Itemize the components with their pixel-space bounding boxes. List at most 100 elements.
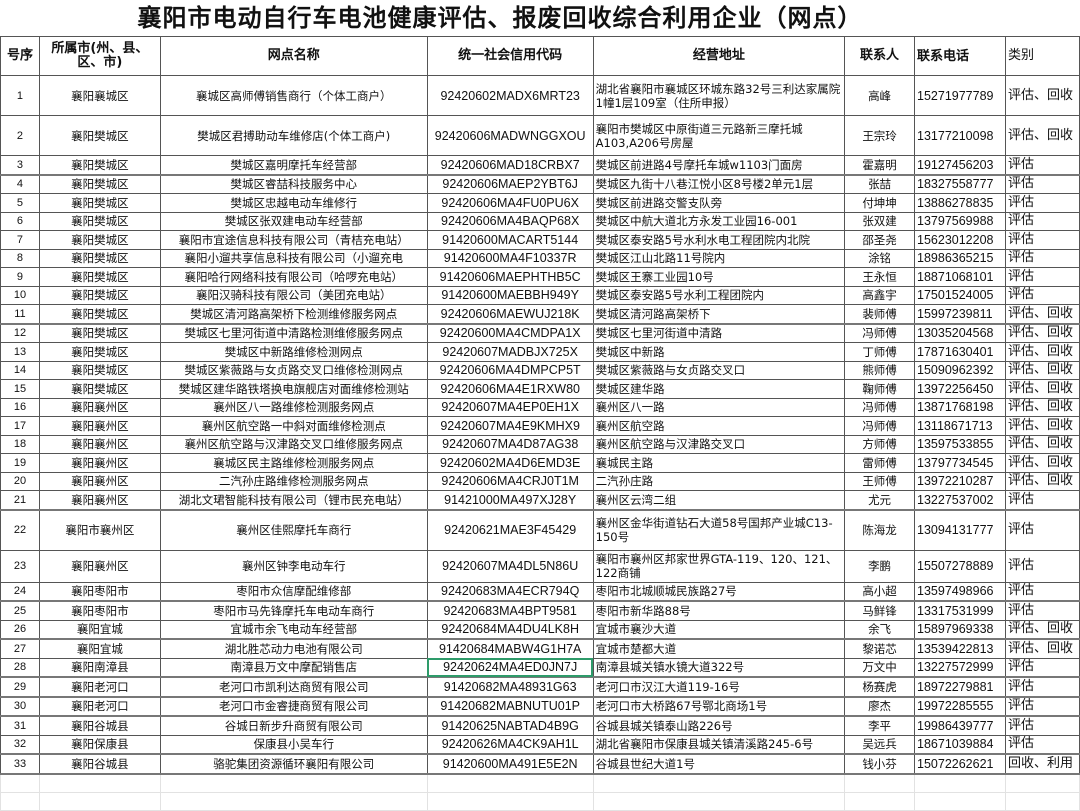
category-cell[interactable]: 评估、回收 <box>1004 360 1080 380</box>
address-cell[interactable]: 襄州区八一路 <box>592 397 846 417</box>
phone-cell[interactable]: 15507278889 <box>914 549 1006 583</box>
name-cell[interactable]: 枣阳市众信摩配维修部 <box>159 581 428 602</box>
header-address[interactable]: 经营地址 <box>592 36 846 76</box>
address-cell[interactable]: 樊城区中新路 <box>592 342 846 362</box>
contact-cell[interactable]: 黎诺芯 <box>844 638 916 659</box>
row-index[interactable]: 4 <box>0 174 40 194</box>
address-cell[interactable]: 襄阳市樊城区中原街道三元路新三摩托城A103,A206号房屋 <box>592 115 846 156</box>
name-cell[interactable]: 襄州区航空路与汉津路交叉口维修服务网点 <box>159 434 428 454</box>
credit-code-cell[interactable]: 92420624MA4ED0JN7J <box>426 657 594 678</box>
address-cell[interactable]: 襄州区航空路 <box>592 416 846 436</box>
district-cell[interactable]: 襄阳枣阳市 <box>38 600 161 621</box>
phone-cell[interactable]: 18871068101 <box>914 267 1006 287</box>
credit-code-cell[interactable]: 92420602MA4D6EMD3E <box>426 453 594 473</box>
contact-cell[interactable]: 高小超 <box>844 581 916 602</box>
row-index[interactable]: 18 <box>0 434 40 454</box>
category-cell[interactable]: 评估 <box>1004 696 1080 717</box>
contact-cell[interactable]: 吴远兵 <box>844 734 916 755</box>
contact-cell[interactable]: 张喆 <box>844 174 916 194</box>
phone-cell[interactable]: 19986439777 <box>914 715 1006 736</box>
category-cell[interactable]: 评估 <box>1004 267 1080 287</box>
category-cell[interactable]: 评估、回收 <box>1004 416 1080 436</box>
row-index[interactable]: 21 <box>0 490 40 511</box>
name-cell[interactable]: 襄阳哈行网络科技有限公司（哈啰充电站） <box>159 267 428 287</box>
name-cell[interactable]: 湖北胜芯动力电池有限公司 <box>159 638 428 659</box>
contact-cell[interactable]: 王宗玲 <box>844 115 916 156</box>
category-cell[interactable]: 评估 <box>1004 715 1080 736</box>
phone-cell[interactable]: 19972285555 <box>914 696 1006 717</box>
credit-code-cell[interactable]: 92420626MA4CK9AH1L <box>426 734 594 755</box>
phone-cell[interactable]: 13886278835 <box>914 193 1006 213</box>
header-name[interactable]: 网点名称 <box>159 36 428 76</box>
contact-cell[interactable]: 万文中 <box>844 657 916 678</box>
address-cell[interactable]: 樊城区九街十八巷江悦小区8号楼2单元1层 <box>592 174 846 194</box>
empty-cell[interactable] <box>844 791 916 811</box>
address-cell[interactable]: 樊城区建华路 <box>592 379 846 399</box>
category-cell[interactable]: 评估 <box>1004 248 1080 268</box>
row-index[interactable]: 30 <box>0 696 40 717</box>
address-cell[interactable]: 樊城区七里河街道中清路 <box>592 323 846 343</box>
row-index[interactable]: 17 <box>0 416 40 436</box>
contact-cell[interactable]: 钱小芬 <box>844 753 916 775</box>
district-cell[interactable]: 襄阳樊城区 <box>38 155 161 176</box>
category-cell[interactable]: 评估 <box>1004 174 1080 194</box>
phone-cell[interactable]: 13972210287 <box>914 471 1006 491</box>
district-cell[interactable]: 襄阳樊城区 <box>38 360 161 380</box>
credit-code-cell[interactable]: 92420602MADX6MRT23 <box>426 75 594 116</box>
contact-cell[interactable]: 王永恒 <box>844 267 916 287</box>
phone-cell[interactable]: 13597533855 <box>914 434 1006 454</box>
phone-cell[interactable]: 13972256450 <box>914 379 1006 399</box>
row-index[interactable]: 12 <box>0 323 40 343</box>
category-cell[interactable]: 评估、回收 <box>1004 471 1080 491</box>
contact-cell[interactable]: 冯师傅 <box>844 323 916 343</box>
district-cell[interactable]: 襄阳襄州区 <box>38 434 161 454</box>
district-cell[interactable]: 襄阳谷城县 <box>38 753 161 775</box>
address-cell[interactable]: 襄州区航空路与汉津路交叉口 <box>592 434 846 454</box>
contact-cell[interactable]: 鞠师傅 <box>844 379 916 399</box>
name-cell[interactable]: 襄阳市宜途信息科技有限公司（青桔充电站） <box>159 230 428 250</box>
district-cell[interactable]: 襄阳樊城区 <box>38 379 161 399</box>
name-cell[interactable]: 襄阳小遛共享信息科技有限公司（小遛充电 <box>159 248 428 268</box>
phone-cell[interactable]: 18986365215 <box>914 248 1006 268</box>
contact-cell[interactable]: 尤元 <box>844 490 916 511</box>
district-cell[interactable]: 襄阳襄州区 <box>38 490 161 511</box>
row-index[interactable]: 28 <box>0 657 40 678</box>
address-cell[interactable]: 樊城区泰安路5号水利工程团院内 <box>592 285 846 305</box>
category-cell[interactable]: 评估 <box>1004 285 1080 305</box>
name-cell[interactable]: 樊城区睿喆科技服务中心 <box>159 174 428 194</box>
empty-cell[interactable] <box>426 773 594 793</box>
phone-cell[interactable]: 15271977789 <box>914 75 1006 116</box>
district-cell[interactable]: 襄阳樊城区 <box>38 323 161 343</box>
category-cell[interactable]: 评估、回收 <box>1004 379 1080 399</box>
empty-cell[interactable] <box>592 791 846 811</box>
district-cell[interactable]: 襄阳樊城区 <box>38 230 161 250</box>
phone-cell[interactable]: 13177210098 <box>914 115 1006 156</box>
category-cell[interactable]: 评估 <box>1004 155 1080 176</box>
empty-cell[interactable] <box>914 773 1006 793</box>
header-category[interactable]: 类别 <box>1004 36 1080 76</box>
row-index[interactable]: 1 <box>0 75 40 116</box>
address-cell[interactable]: 樊城区前进路4号摩托车城w1103门面房 <box>592 155 846 176</box>
credit-code-cell[interactable]: 92420607MA4EP0EH1X <box>426 397 594 417</box>
credit-code-cell[interactable]: 92420607MA4E9KMHX9 <box>426 416 594 436</box>
contact-cell[interactable]: 方师傅 <box>844 434 916 454</box>
address-cell[interactable]: 谷城县城关镇泰山路226号 <box>592 715 846 736</box>
district-cell[interactable]: 襄阳襄州区 <box>38 549 161 583</box>
name-cell[interactable]: 枣阳市马先锋摩托车电动车商行 <box>159 600 428 621</box>
address-cell[interactable]: 老河口市汉江大道119-16号 <box>592 676 846 698</box>
phone-cell[interactable]: 17501524005 <box>914 285 1006 305</box>
row-index[interactable]: 25 <box>0 600 40 621</box>
category-cell[interactable]: 评估 <box>1004 657 1080 678</box>
name-cell[interactable]: 襄城区民主路维修检测服务网点 <box>159 453 428 473</box>
row-index[interactable]: 2 <box>0 115 40 156</box>
header-phone[interactable]: 联系电话 <box>914 36 1006 76</box>
credit-code-cell[interactable]: 91420625NABTAD4B9G <box>426 715 594 736</box>
credit-code-cell[interactable]: 91420600MACART5144 <box>426 230 594 250</box>
district-cell[interactable]: 襄阳襄州区 <box>38 453 161 473</box>
row-index[interactable]: 22 <box>0 509 40 551</box>
address-cell[interactable]: 二汽孙庄路 <box>592 471 846 491</box>
category-cell[interactable]: 评估、回收 <box>1004 304 1080 325</box>
phone-cell[interactable]: 15072262621 <box>914 753 1006 775</box>
contact-cell[interactable]: 余飞 <box>844 619 916 640</box>
contact-cell[interactable]: 涂铭 <box>844 248 916 268</box>
